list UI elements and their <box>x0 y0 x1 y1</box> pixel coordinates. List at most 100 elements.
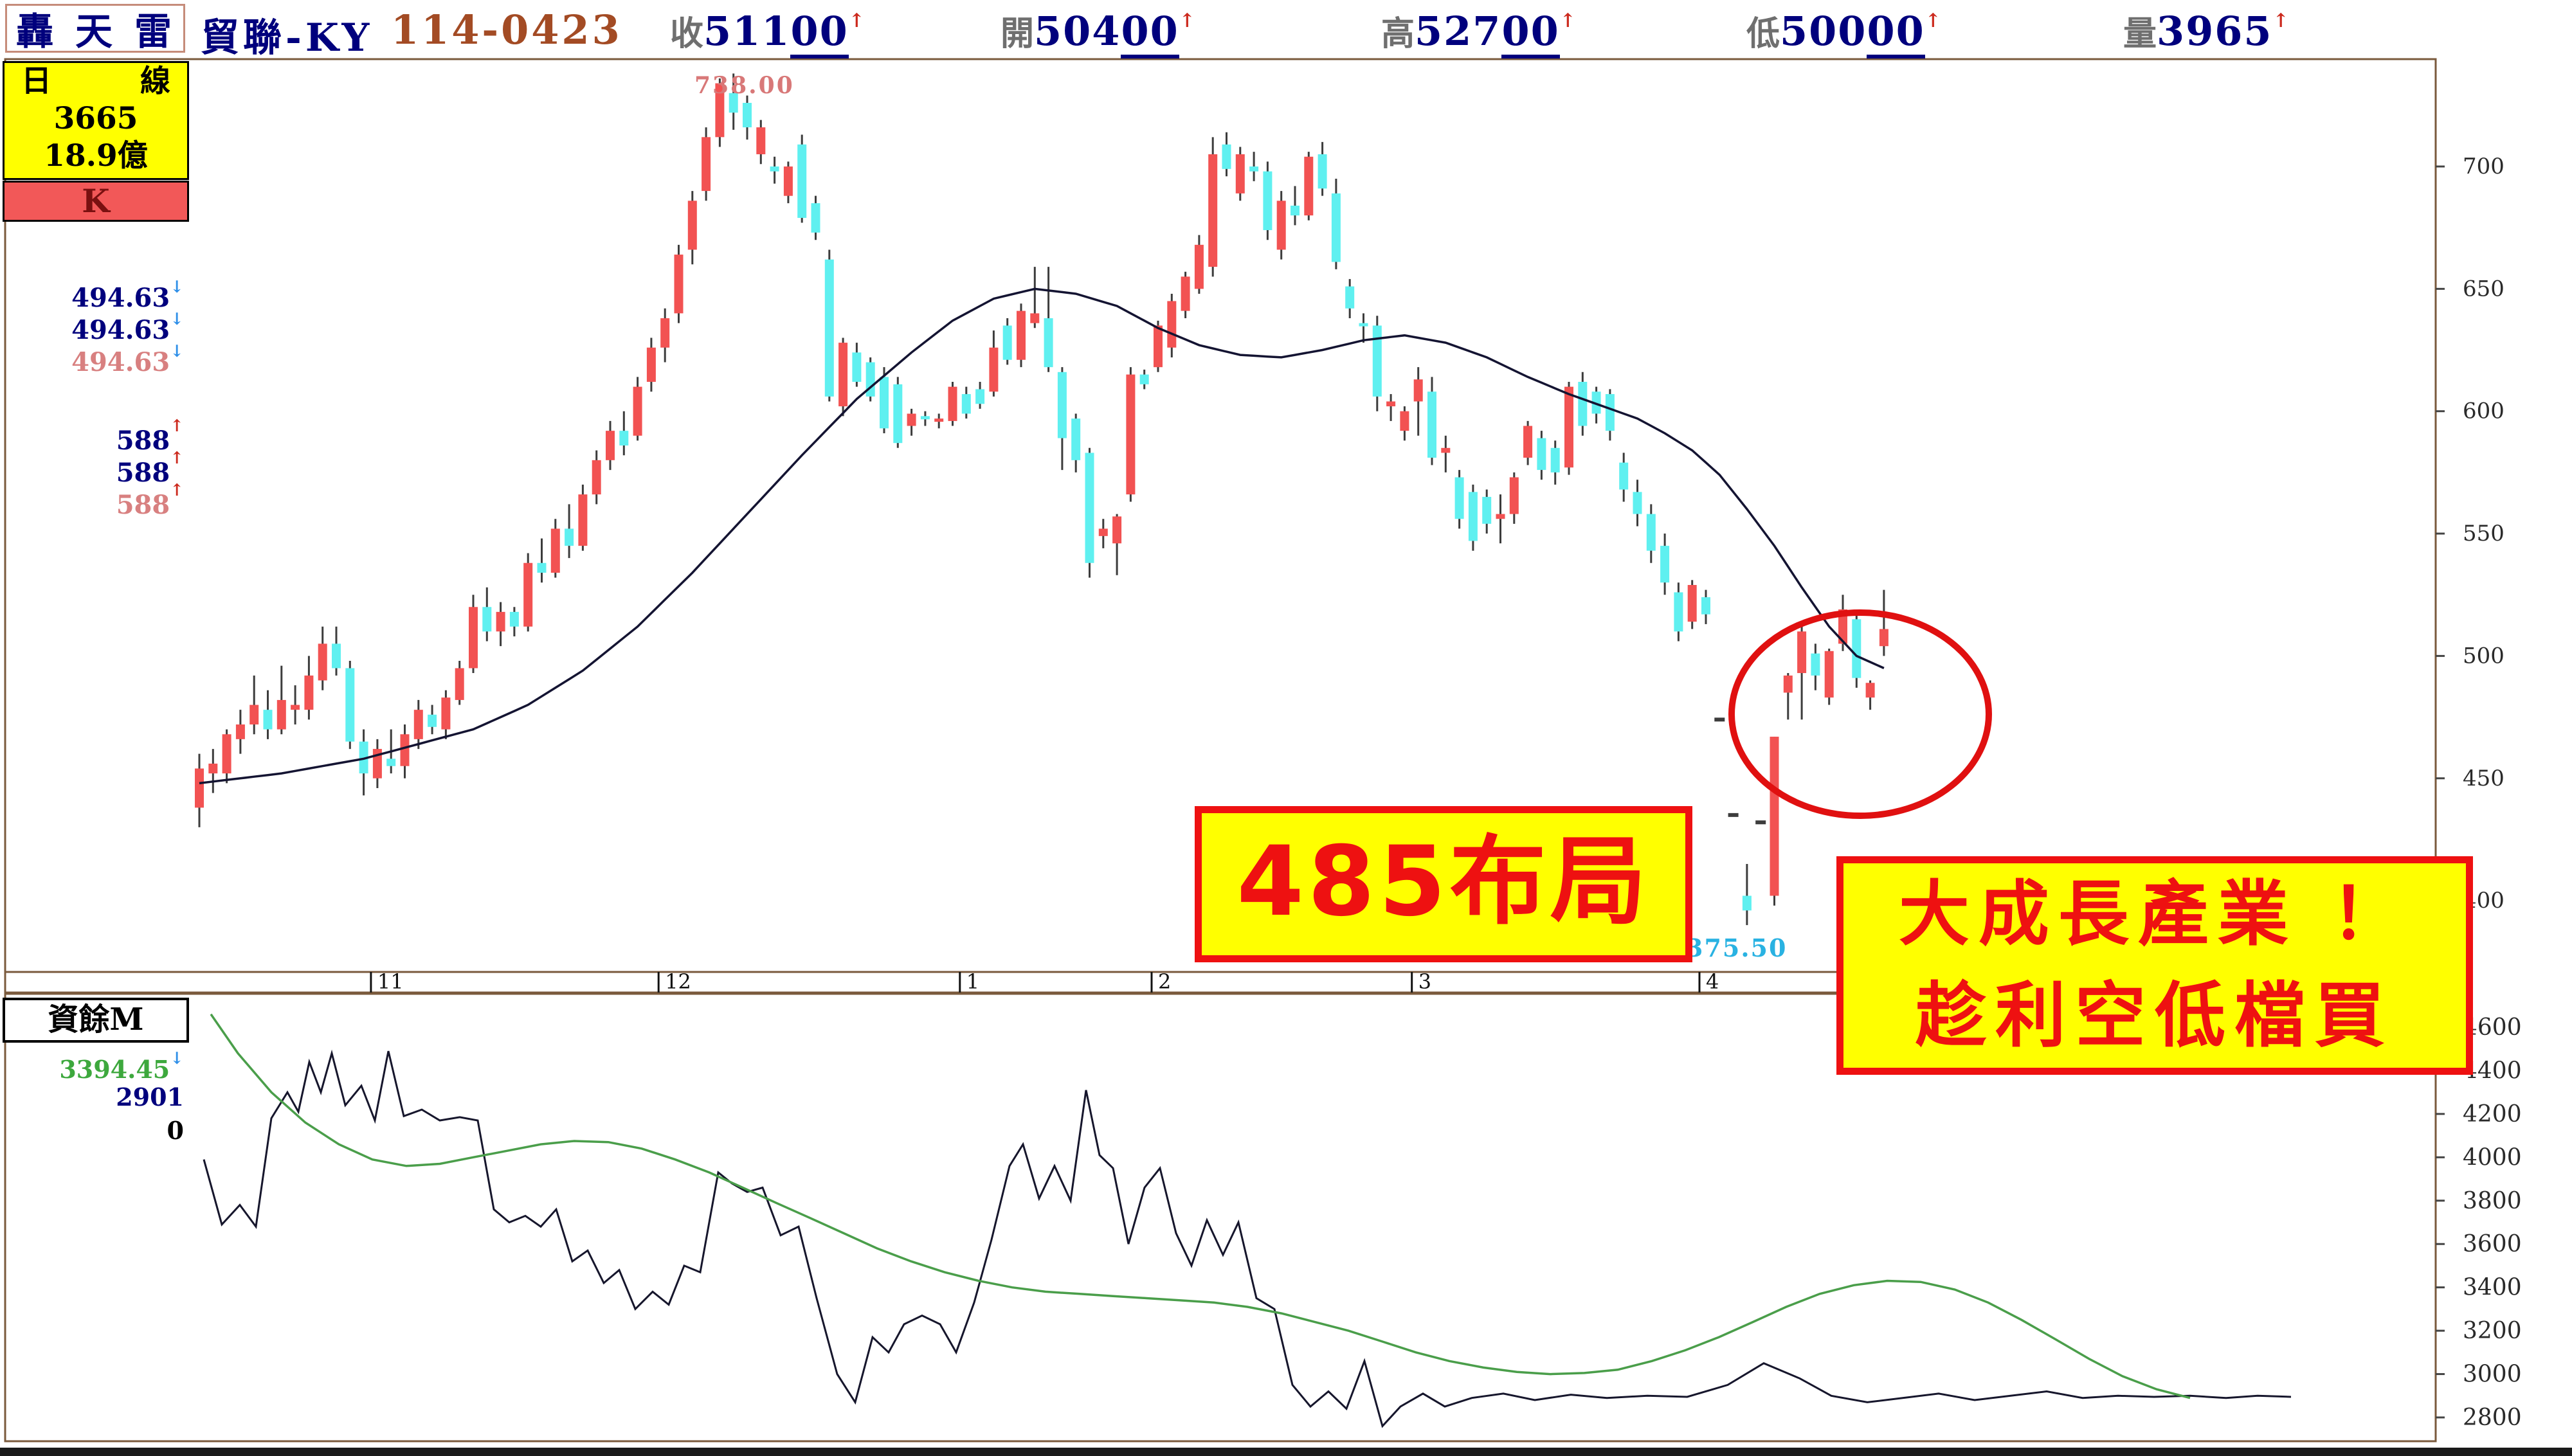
candle-down <box>1057 372 1067 438</box>
period-label: 日 線 <box>21 64 170 99</box>
indicator-value-row: 588↑ <box>116 481 184 520</box>
candle-up <box>1824 651 1834 698</box>
candle-up <box>1413 379 1423 402</box>
stock-name: 貿聯-KY <box>201 15 374 60</box>
margin-axis-label: 2800 <box>2463 1405 2522 1431</box>
candle-up <box>1167 301 1177 348</box>
candle-down <box>509 611 519 627</box>
open-value: 50400 <box>1034 8 1179 58</box>
candle-up <box>249 705 259 724</box>
candle-up <box>934 418 944 422</box>
brand-logo: 轟天雷 <box>5 4 185 53</box>
candle-down <box>1249 166 1259 172</box>
candle-down <box>920 416 930 420</box>
candle-up <box>578 494 588 546</box>
price-axis-label: 650 <box>2463 276 2504 301</box>
margin-axis-label: 3600 <box>2463 1231 2522 1257</box>
candle-down <box>1222 144 1231 169</box>
volume-label: 量 <box>2123 14 2157 53</box>
candle-up <box>1235 154 1245 193</box>
candle-up <box>1496 514 1505 519</box>
margin-axis-label: 4000 <box>2463 1144 2522 1171</box>
down-arrow-icon: ↓ <box>170 342 184 361</box>
margin-axis-label: 3400 <box>2463 1275 2522 1301</box>
candle-down <box>1263 171 1272 230</box>
k-indicator-box[interactable]: K <box>3 181 189 222</box>
low-label: 低 <box>1746 14 1780 53</box>
indicator-value-row: 0 <box>167 1116 184 1145</box>
candle-down <box>1372 325 1382 397</box>
candle-down <box>1291 205 1300 216</box>
candle-up <box>1386 401 1396 407</box>
candle-down <box>1674 592 1683 632</box>
limit-day-dash <box>1728 813 1739 817</box>
up-arrow-icon: ↑ <box>170 417 184 436</box>
candle-up <box>1154 325 1163 368</box>
candle-down <box>619 431 629 445</box>
candle-up <box>674 255 684 314</box>
indicator-value-row: 3394.45↓ <box>59 1049 184 1084</box>
close-value: 51100 <box>703 8 849 58</box>
up-arrow-icon: ↑ <box>170 449 184 468</box>
close-label: 收 <box>670 14 704 53</box>
field-volume: 量3965↑ <box>2123 6 2289 55</box>
month-label: 2 <box>1158 969 1171 994</box>
candle-up <box>592 460 601 495</box>
candle-down <box>482 607 492 632</box>
field-open: 開50400↑ <box>1001 6 1195 58</box>
margin-axis-label: 3200 <box>2463 1318 2522 1344</box>
candle-up <box>276 699 286 730</box>
candle-up <box>222 734 231 774</box>
candle-up <box>687 201 697 250</box>
period-box[interactable]: 日 線 3665 18.9億 <box>3 61 189 180</box>
candle-down <box>1468 492 1478 541</box>
candle-down <box>824 259 834 397</box>
candle-up <box>208 763 218 774</box>
peak-price-label: 738.00 <box>694 72 795 99</box>
month-label: 1 <box>966 969 979 994</box>
candle-down <box>1331 193 1341 262</box>
candle-up <box>1770 737 1779 896</box>
indicator-value-row: 494.63↓ <box>71 342 184 377</box>
candle-up <box>1879 629 1888 647</box>
candle-up <box>400 734 410 766</box>
margin-axis-label: 3000 <box>2463 1362 2522 1388</box>
margin-ma-line <box>210 1013 2191 1399</box>
candle-down <box>1071 418 1081 460</box>
candle-up <box>948 386 957 421</box>
candle-down <box>345 668 355 742</box>
margin-axis-label: 4200 <box>2463 1101 2522 1128</box>
indicator-value-row: 588↑ <box>116 417 184 456</box>
candle-up <box>1194 244 1204 289</box>
turnover-amount: 18.9億 <box>44 138 148 174</box>
annotation-box-growth: 大成長產業 ！ 趁利空低檔買 <box>1836 856 2473 1075</box>
candle-up <box>1865 683 1875 698</box>
brand-text: 轟天雷 <box>16 10 194 53</box>
candle-down <box>729 93 738 113</box>
up-arrow-icon: ↑ <box>1924 10 1941 32</box>
candle-down <box>1605 394 1615 431</box>
candle-down <box>1742 895 1752 911</box>
annotation-circle <box>1728 609 1992 819</box>
candle-up <box>1112 516 1122 544</box>
candle-up <box>1208 154 1218 267</box>
candle-up <box>1030 313 1040 323</box>
field-high: 高52700↑ <box>1381 6 1576 58</box>
field-low: 低50000↑ <box>1746 6 1941 58</box>
candle-down <box>1345 286 1355 309</box>
candle-down <box>1537 438 1546 471</box>
candle-down <box>332 643 341 669</box>
candle-down <box>1454 477 1464 519</box>
candle-up <box>455 668 464 700</box>
candle-up <box>413 710 423 739</box>
margin-indicator-box[interactable]: 資餘M <box>3 998 189 1043</box>
candle-down <box>1550 447 1560 472</box>
candle-up <box>1687 584 1697 622</box>
margin-balance-line <box>203 1049 2292 1428</box>
candle-down <box>1633 492 1642 514</box>
down-arrow-icon: ↓ <box>170 278 184 297</box>
candle-up <box>907 413 916 426</box>
candle-down <box>1482 496 1492 524</box>
candle-down <box>1427 391 1436 458</box>
